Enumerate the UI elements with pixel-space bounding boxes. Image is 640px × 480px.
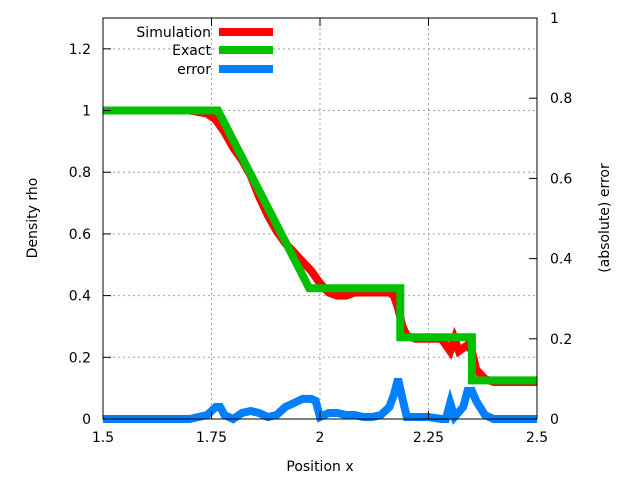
tick-marks — [102, 17, 538, 420]
y-tick-label: 0 — [82, 412, 91, 428]
legend-label-simulation: Simulation — [136, 25, 211, 41]
y-tick-label: 0.8 — [69, 165, 91, 181]
series-group — [103, 106, 537, 426]
x-tick-label: 1.5 — [92, 430, 114, 446]
legend-label-error: error — [177, 62, 211, 78]
tick-labels: 1.5 1.75 2 2.25 2.500.20.40.60.811.200.20.40… — [69, 11, 573, 446]
y2-tick-label: 1 — [550, 11, 559, 27]
legend-item-simulation: Simulation — [136, 25, 273, 41]
y-tick-label: 0.2 — [69, 350, 91, 366]
y-tick-label: 0.6 — [69, 227, 91, 243]
legend-item-error: error — [177, 62, 273, 78]
y2-tick-label: 0.2 — [550, 332, 572, 348]
x-tick-label: 2.5 — [526, 430, 548, 446]
x-tick-label: 2.25 — [413, 430, 444, 446]
y2-axis-label: (absolute) error — [597, 163, 613, 273]
y2-tick-label: 0.8 — [550, 91, 572, 107]
y-tick-label: 1 — [82, 104, 91, 120]
x-axis-label: Position x — [286, 459, 353, 475]
series-line-error — [103, 377, 537, 426]
y2-tick-label: 0 — [550, 412, 559, 428]
y-tick-label: 1.2 — [69, 42, 91, 58]
y2-tick-label: 0.4 — [550, 252, 572, 268]
series-line-exact — [103, 106, 537, 385]
legend-label-exact: Exact — [172, 43, 211, 59]
y-tick-label: 0.4 — [69, 289, 91, 305]
legend: Simulation Exact error — [136, 25, 273, 78]
y-axis-label: Density rho — [25, 178, 41, 259]
x-tick-label: 2 — [316, 430, 325, 446]
grid-lines — [103, 18, 537, 419]
legend-item-exact: Exact — [172, 43, 273, 59]
x-tick-label: 1.75 — [196, 430, 227, 446]
y2-tick-label: 0.6 — [550, 171, 572, 187]
